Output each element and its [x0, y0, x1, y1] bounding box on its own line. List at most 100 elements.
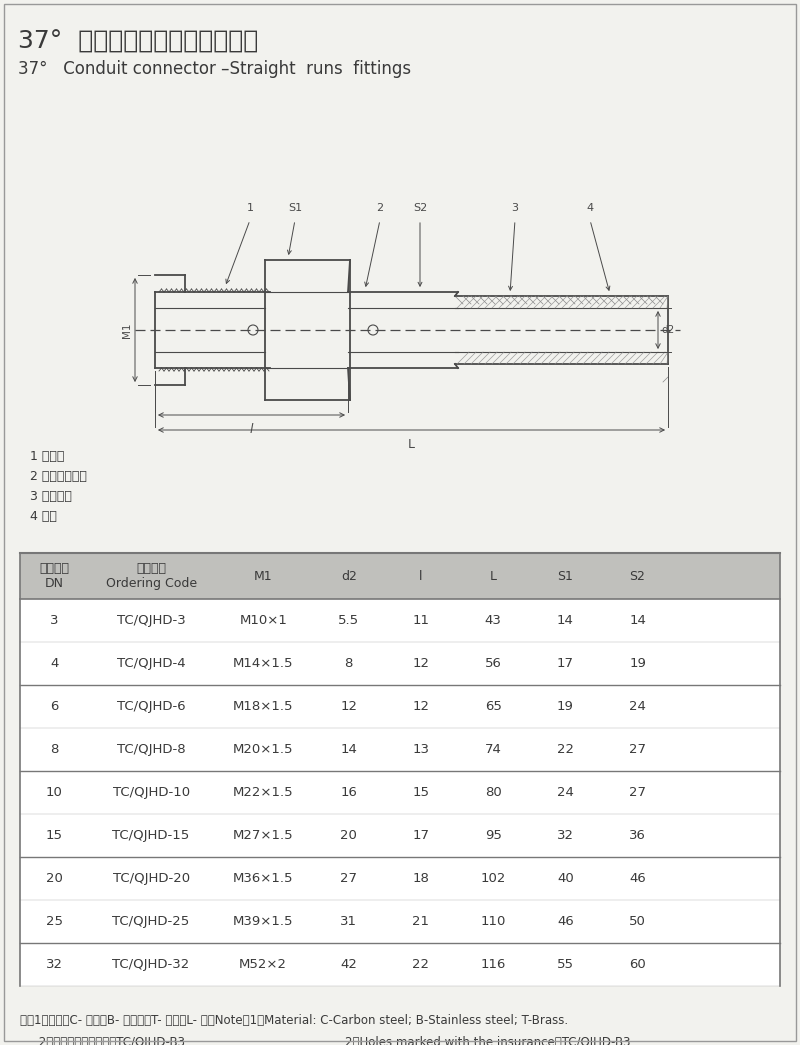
Bar — [20, 599, 780, 986]
Text: 14: 14 — [340, 743, 357, 756]
Text: 32: 32 — [46, 958, 62, 971]
Text: 20: 20 — [340, 829, 357, 842]
Text: L: L — [490, 570, 497, 582]
Text: 50: 50 — [629, 915, 646, 928]
Text: 56: 56 — [485, 657, 502, 670]
Text: S2: S2 — [413, 203, 427, 213]
Text: 14: 14 — [629, 614, 646, 627]
Text: M20×1.5: M20×1.5 — [233, 743, 294, 756]
Text: 102: 102 — [481, 872, 506, 885]
Text: L: L — [408, 438, 415, 451]
Text: 12: 12 — [413, 657, 430, 670]
Text: 注：1、材料：C- 碳钑；B- 不锈钑；T- 黄铜；L- 铝。Note：1、Material: C-Carbon steel; B-Stainless stee: 注：1、材料：C- 碳钑；B- 不锈钑；T- 黄铜；L- 铝。Note：1、Ma… — [20, 1014, 568, 1027]
Text: 31: 31 — [340, 915, 358, 928]
Text: 6: 6 — [50, 700, 58, 713]
Text: 37°   Conduit connector –Straight  runs  fittings: 37° Conduit connector –Straight runs fit… — [18, 60, 411, 78]
Text: TC/QJHD-10: TC/QJHD-10 — [113, 786, 190, 799]
Text: 16: 16 — [340, 786, 357, 799]
Text: 3: 3 — [50, 614, 58, 627]
Text: 37°  导管连接件－旋入直通接头: 37° 导管连接件－旋入直通接头 — [18, 30, 258, 54]
Text: TC/QJHD-15: TC/QJHD-15 — [113, 829, 190, 842]
Text: 19: 19 — [557, 700, 574, 713]
Text: S2: S2 — [630, 570, 646, 582]
Text: M27×1.5: M27×1.5 — [233, 829, 294, 842]
Text: M1: M1 — [254, 570, 273, 582]
Text: 8: 8 — [345, 657, 353, 670]
Text: 27: 27 — [629, 786, 646, 799]
Text: M22×1.5: M22×1.5 — [233, 786, 294, 799]
Text: 4 球头: 4 球头 — [30, 510, 57, 522]
Text: M39×1.5: M39×1.5 — [233, 915, 294, 928]
Text: S1: S1 — [558, 570, 574, 582]
Bar — [20, 553, 780, 599]
Text: S1: S1 — [288, 203, 302, 213]
Text: 42: 42 — [340, 958, 357, 971]
Text: 24: 24 — [629, 700, 646, 713]
Text: 65: 65 — [485, 700, 502, 713]
Text: 2 旋入直通接头: 2 旋入直通接头 — [30, 470, 87, 483]
Text: M10×1: M10×1 — [239, 614, 287, 627]
Text: 22: 22 — [413, 958, 430, 971]
Text: 产品代号
Ordering Code: 产品代号 Ordering Code — [106, 562, 197, 590]
Text: TC/QJHD-25: TC/QJHD-25 — [113, 915, 190, 928]
Text: 3: 3 — [511, 203, 518, 213]
Text: 36: 36 — [629, 829, 646, 842]
Text: 18: 18 — [413, 872, 430, 885]
Text: 1: 1 — [246, 203, 254, 213]
Text: 55: 55 — [557, 958, 574, 971]
Text: 1 密封圈: 1 密封圈 — [30, 450, 64, 463]
Text: l: l — [250, 423, 254, 436]
Text: 27: 27 — [340, 872, 358, 885]
Text: 13: 13 — [413, 743, 430, 756]
Text: M1: M1 — [122, 322, 132, 338]
Text: 19: 19 — [629, 657, 646, 670]
Text: 17: 17 — [413, 829, 430, 842]
Text: TC/QJHD-8: TC/QJHD-8 — [117, 743, 186, 756]
Text: 46: 46 — [557, 915, 574, 928]
Text: 公称通径
DN: 公称通径 DN — [39, 562, 69, 590]
Text: 15: 15 — [413, 786, 430, 799]
Text: 21: 21 — [413, 915, 430, 928]
Text: 10: 10 — [46, 786, 62, 799]
Text: 24: 24 — [557, 786, 574, 799]
Text: 2、Holes marked with the insurance：TC/QJHD-B3: 2、Holes marked with the insurance：TC/QJH… — [345, 1036, 630, 1045]
Text: 46: 46 — [629, 872, 646, 885]
Text: M14×1.5: M14×1.5 — [233, 657, 294, 670]
Text: TC/QJHD-3: TC/QJHD-3 — [117, 614, 186, 627]
Text: d2: d2 — [662, 325, 674, 335]
Text: 17: 17 — [557, 657, 574, 670]
Text: 15: 15 — [46, 829, 62, 842]
Text: 14: 14 — [557, 614, 574, 627]
Text: 27: 27 — [629, 743, 646, 756]
Text: 43: 43 — [485, 614, 502, 627]
Text: d2: d2 — [341, 570, 357, 582]
Text: 74: 74 — [485, 743, 502, 756]
Text: 11: 11 — [413, 614, 430, 627]
Text: TC/QJHD-6: TC/QJHD-6 — [117, 700, 186, 713]
Text: M18×1.5: M18×1.5 — [233, 700, 294, 713]
Text: 60: 60 — [629, 958, 646, 971]
Text: 116: 116 — [481, 958, 506, 971]
Text: 2、有保险孔的标记为：TC/QJHD-B3: 2、有保险孔的标记为：TC/QJHD-B3 — [20, 1036, 185, 1045]
Text: M52×2: M52×2 — [239, 958, 287, 971]
Text: M36×1.5: M36×1.5 — [233, 872, 294, 885]
Text: TC/QJHD-4: TC/QJHD-4 — [117, 657, 186, 670]
Text: TC/QJHD-20: TC/QJHD-20 — [113, 872, 190, 885]
Text: l: l — [419, 570, 422, 582]
Text: 12: 12 — [340, 700, 358, 713]
Text: 22: 22 — [557, 743, 574, 756]
Text: 20: 20 — [46, 872, 62, 885]
Text: 25: 25 — [46, 915, 62, 928]
Text: 8: 8 — [50, 743, 58, 756]
Text: 110: 110 — [481, 915, 506, 928]
Text: 4: 4 — [50, 657, 58, 670]
Text: 32: 32 — [557, 829, 574, 842]
Text: 5.5: 5.5 — [338, 614, 359, 627]
Text: 95: 95 — [485, 829, 502, 842]
Text: 4: 4 — [586, 203, 594, 213]
Text: 2: 2 — [377, 203, 383, 213]
Text: TC/QJHD-32: TC/QJHD-32 — [113, 958, 190, 971]
Text: 12: 12 — [413, 700, 430, 713]
Text: 3 外套螺母: 3 外套螺母 — [30, 490, 72, 503]
Text: 80: 80 — [485, 786, 502, 799]
